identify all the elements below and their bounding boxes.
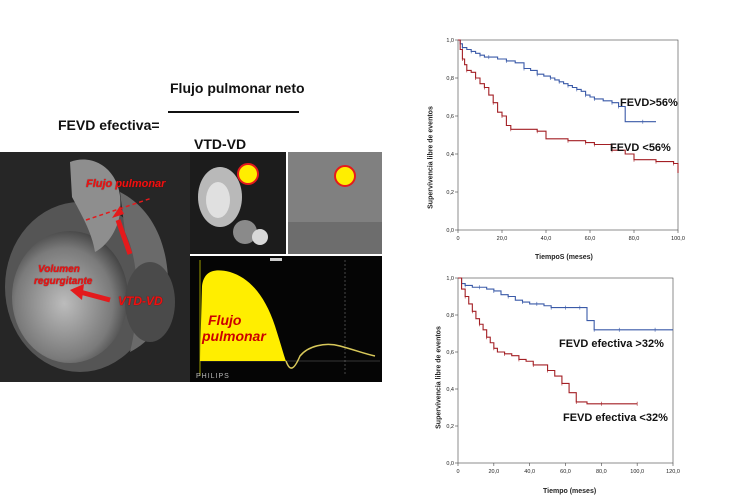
chart1-ytick-label: 1,0	[446, 38, 454, 44]
chart2-xtick-label: 80,0	[596, 469, 607, 475]
mri-phase-image	[288, 152, 382, 254]
km-chart-fevd-efectiva-plot: 0 20,0 40,0 60,0 80,0 100,0 120,0 0,0 0,2 0,4 0,6 0…	[446, 276, 680, 475]
formula-denominator: VTD-VD	[194, 136, 247, 152]
chart1-series-high-label: FEVD>56%	[620, 97, 678, 109]
fraction-bar	[168, 111, 299, 113]
mri-magnitude-image	[190, 152, 286, 254]
chart2-xtick-label: 120,0	[666, 469, 680, 475]
flow-curve-panel: Flujo pulmonar PHILIPS	[190, 256, 382, 382]
km-chart-fevd: 0 20,0 40,0 60,0 80,0 100,0 0,0 0,2 0,4 0,6 0,8 1,0…	[425, 30, 685, 265]
chart1-ytick-label: 0,4	[446, 152, 454, 158]
formula-lhs: FEVD efectiva=	[58, 117, 160, 133]
chart1-xtick-label: 20,0	[497, 236, 508, 242]
chart2-series-high-label: FEVD efectiva >32%	[559, 338, 664, 350]
label-flujo-pulmonar: Flujo pulmonar	[86, 178, 166, 190]
chart1-ytick-label: 0,8	[446, 76, 454, 82]
chart1-ytick-label: 0,0	[446, 228, 454, 234]
km-chart-fevd-plot: 0 20,0 40,0 60,0 80,0 100,0 0,0 0,2 0,4 0,6 0,8 1,0	[446, 38, 685, 242]
km-chart-fevd-efectiva: 0 20,0 40,0 60,0 80,0 100,0 120,0 0,0 0,2 0,4 0,6 0…	[425, 270, 685, 495]
chart2-xtick-label: 60,0	[560, 469, 571, 475]
chart1-ylabel: Supervivencia libre de eventos	[427, 106, 435, 209]
chart1-plot-frame	[457, 39, 679, 231]
flow-label-flujo: Flujo	[208, 312, 242, 328]
chart1-xtick-label: 100,0	[671, 236, 685, 242]
flow-label-pulmonar: pulmonar	[202, 328, 266, 344]
label-regurgitante: regurgitante	[34, 276, 93, 287]
label-vtd-vd: VTD-VD	[118, 294, 163, 308]
chart1-xtick-label: 0	[456, 236, 459, 242]
chart2-ylabel: Supervivencia libre de eventos	[435, 326, 443, 429]
label-volumen: Volumen	[38, 264, 80, 275]
chart1-xtick-label: 60,0	[585, 236, 596, 242]
chart1-xlabel: TiempoS (meses)	[535, 254, 593, 261]
chart2-xlabel: Tiempo (meses)	[543, 488, 597, 495]
chart2-xtick-label: 40,0	[524, 469, 535, 475]
chart2-ytick-label: 1,0	[446, 276, 454, 282]
vendor-logo: PHILIPS	[196, 373, 230, 380]
mri-phase-drawing	[288, 152, 382, 254]
chart2-xtick-label: 20,0	[488, 469, 499, 475]
chart2-ytick-label: 0,4	[446, 387, 454, 393]
chart1-ytick-label: 0,2	[446, 190, 454, 196]
chart2-ytick-label: 0,8	[446, 313, 454, 319]
chart2-xtick-label: 0	[456, 469, 459, 475]
chart1-series-line-0	[458, 39, 656, 123]
chart2-xtick-label: 100,0	[630, 469, 644, 475]
chart2-ytick-label: 0,6	[446, 350, 454, 356]
chart2-series-line-0	[458, 277, 673, 331]
chart2-series-low-label: FEVD efectiva <32%	[563, 412, 668, 424]
mri-cine-drawing	[0, 152, 190, 382]
formula-numerator: Flujo pulmonar neto	[170, 80, 305, 96]
chart1-xtick-label: 80,0	[629, 236, 640, 242]
mri-cine-image: Flujo pulmonar Volumen regurgitante VTD-…	[0, 152, 190, 382]
flow-curve-drawing	[190, 256, 382, 382]
mri-magnitude-drawing	[190, 152, 286, 254]
chart2-ytick-label: 0,0	[446, 461, 454, 467]
chart1-ytick-label: 0,6	[446, 114, 454, 120]
chart1-series-low-label: FEVD <56%	[610, 142, 671, 154]
chart1-xtick-label: 40,0	[541, 236, 552, 242]
chart2-ytick-label: 0,2	[446, 424, 454, 430]
